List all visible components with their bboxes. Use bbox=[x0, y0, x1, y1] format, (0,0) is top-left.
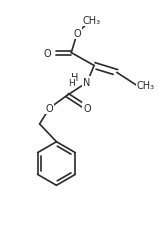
Text: N: N bbox=[83, 78, 91, 88]
Text: H: H bbox=[69, 79, 75, 87]
Text: O: O bbox=[73, 29, 81, 39]
Text: O: O bbox=[83, 104, 91, 114]
Text: CH₃: CH₃ bbox=[137, 81, 155, 91]
Text: H: H bbox=[71, 73, 78, 83]
Text: CH₃: CH₃ bbox=[82, 16, 100, 26]
Text: O: O bbox=[46, 104, 53, 114]
Text: O: O bbox=[44, 48, 52, 58]
